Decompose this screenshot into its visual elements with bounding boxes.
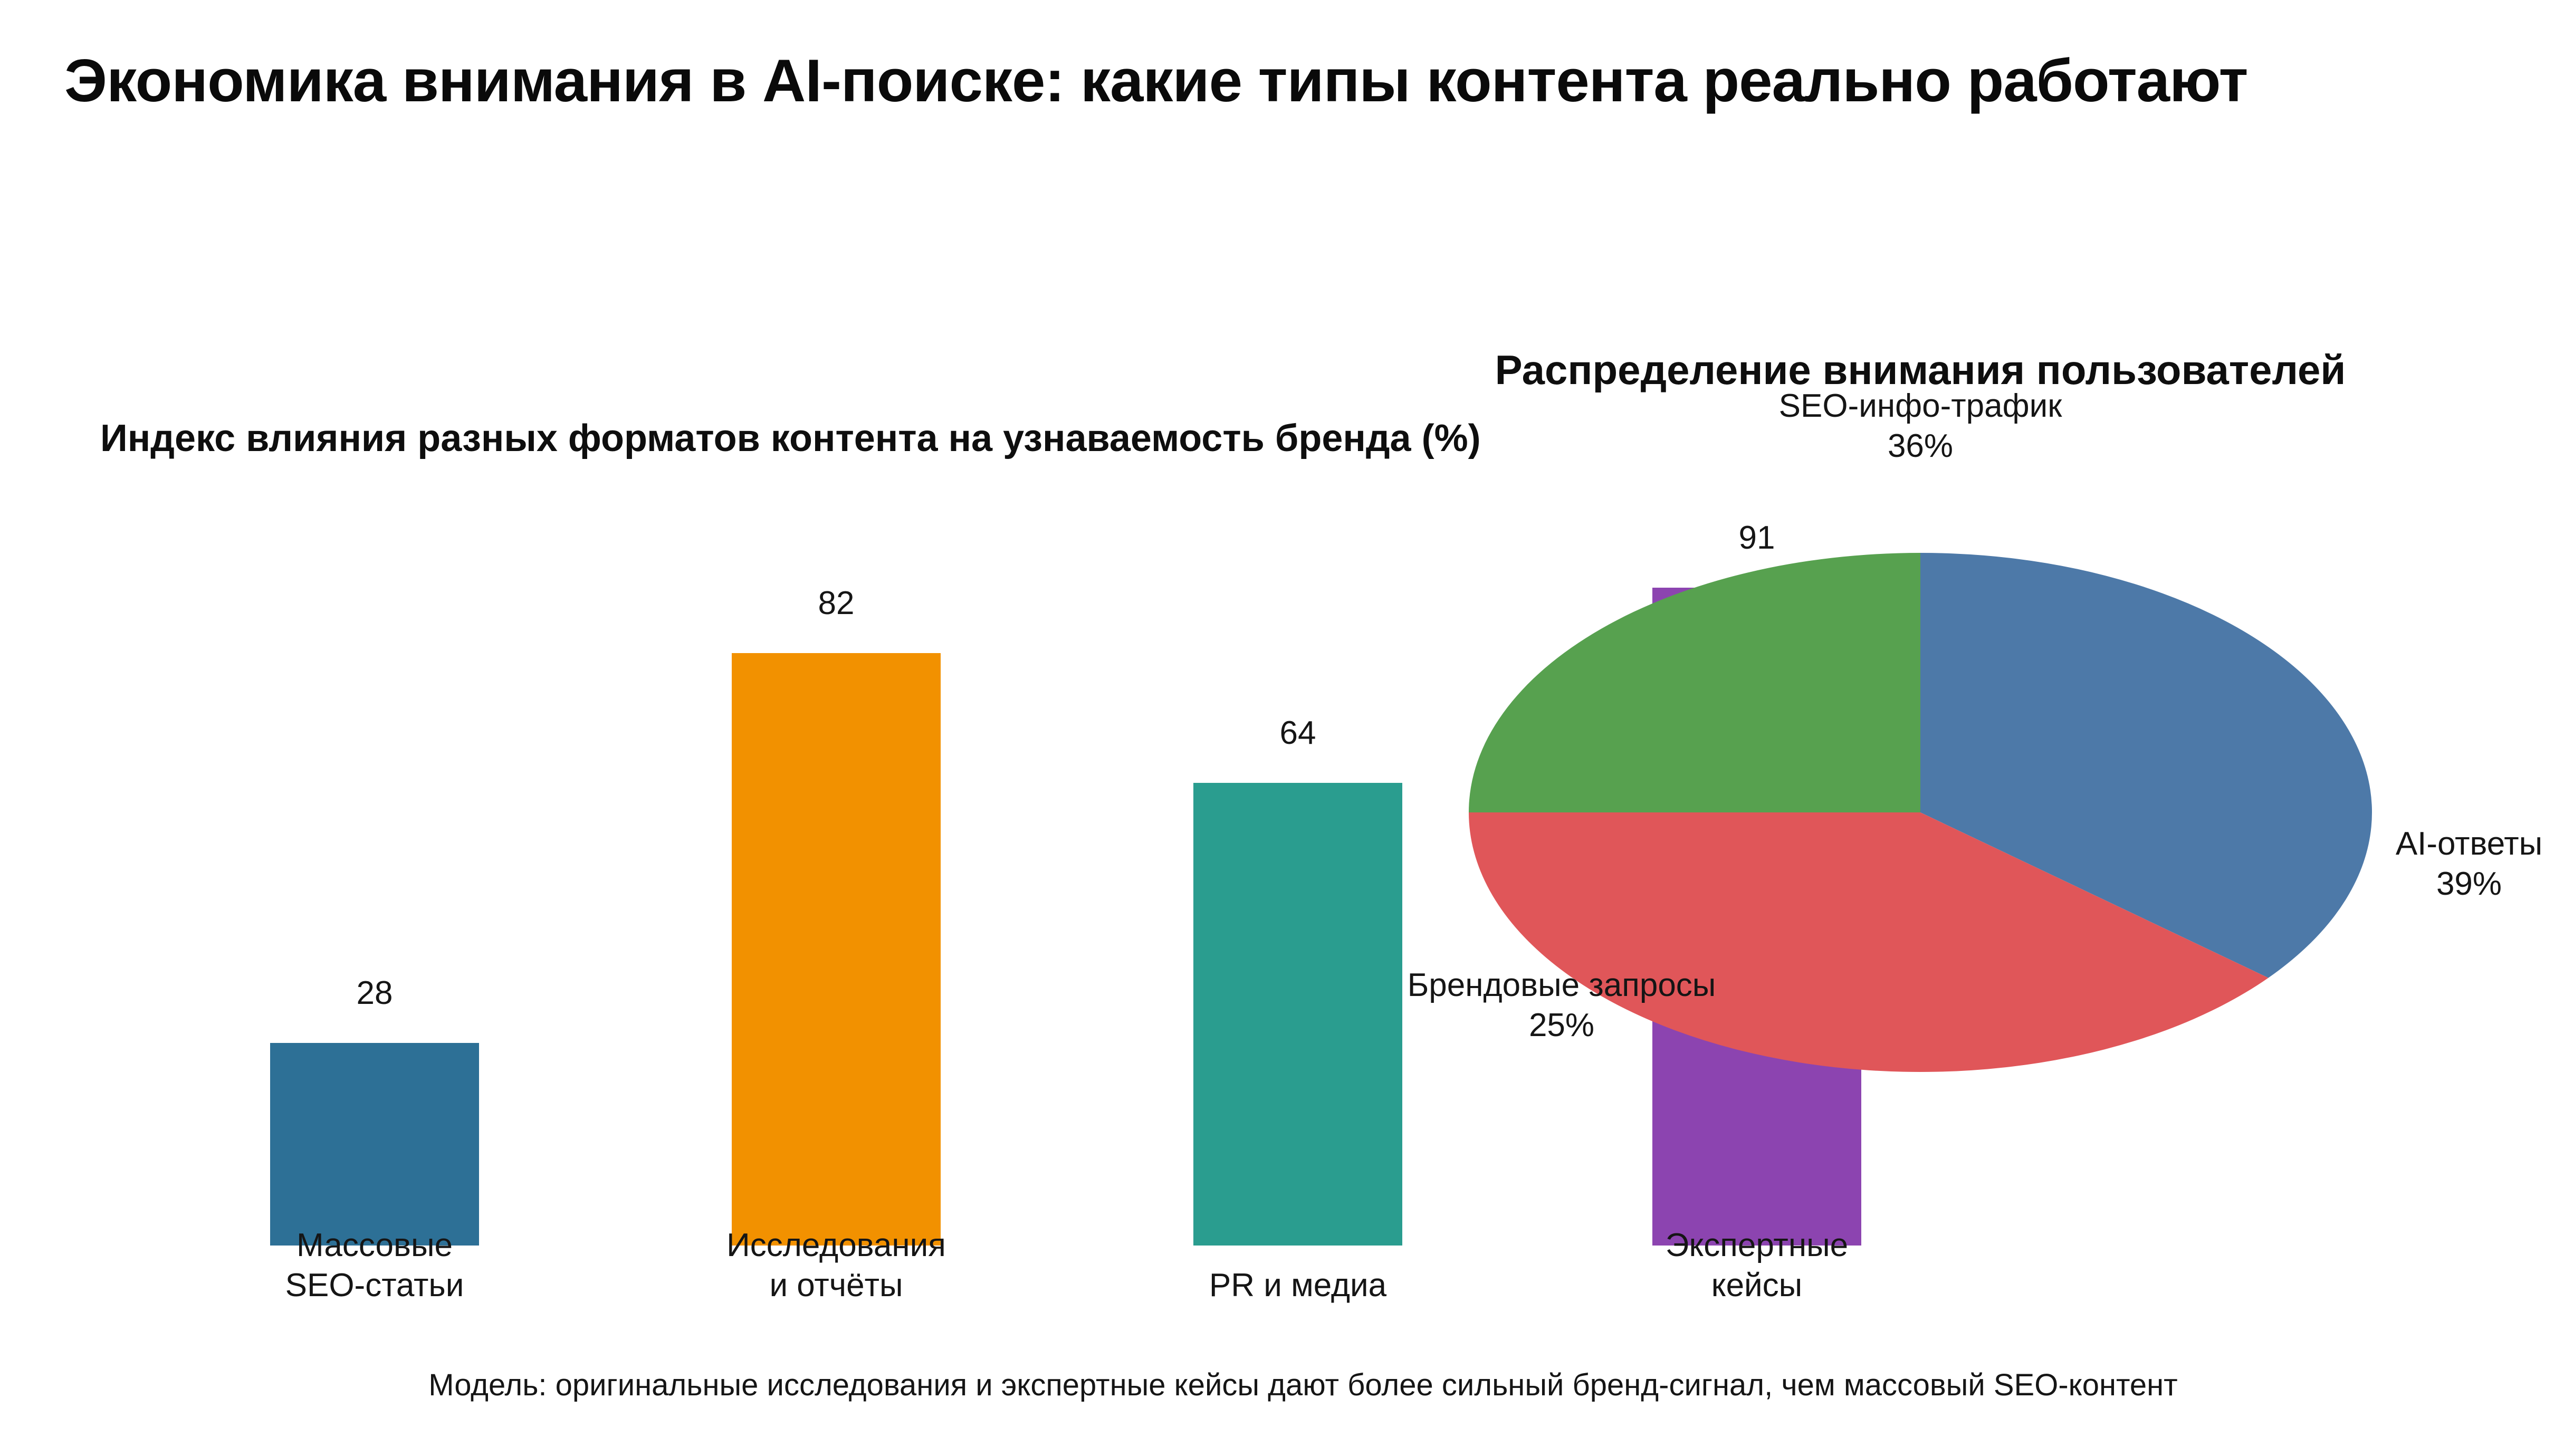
pie-slice-1 [1469, 812, 2269, 1072]
pie-slice-0 [1920, 553, 2372, 978]
pie-label-text: AI-ответы [2395, 826, 2543, 862]
pie-label-brand-queries: Брендовые запросы 25% [1266, 965, 1857, 1046]
page-title: Экономика внимания в AI-поиске: какие ти… [64, 47, 2248, 114]
bar-2 [1193, 783, 1402, 1246]
pie-label-pct: 25% [1528, 1007, 1595, 1043]
bar-category-label-3: Экспертные кейсы [1665, 1227, 1849, 1304]
pie-slice-2 [1469, 553, 1920, 812]
pie-label-pct: 39% [2436, 866, 2502, 902]
bar-value-label-1: 82 [818, 585, 855, 621]
bar-category-label-1: Исследования и отчёты [726, 1227, 946, 1304]
bar-value-label-2: 64 [1279, 715, 1316, 751]
bar-value-label-0: 28 [356, 975, 393, 1011]
bar-0 [270, 1043, 479, 1246]
pie-label-ai-answers: AI-ответы 39% [2258, 824, 2564, 904]
pie-chart-title: Распределение внимания пользователей [1495, 347, 2346, 393]
footnote: Модель: оригинальные исследования и эксп… [428, 1368, 2178, 1402]
bar-category-label-0: Массовые SEO-статьи [285, 1227, 464, 1304]
pie-label-seo-info-traffic: SEO-инфо-трафик 36% [1604, 386, 2237, 466]
pie-label-pct: 36% [1887, 428, 1954, 464]
bar-value-label-3: 91 [1738, 520, 1775, 556]
pie-label-text: SEO-инфо-трафик [1778, 388, 2062, 424]
pie-label-text: Брендовые запросы [1407, 967, 1716, 1003]
bar-category-label-2: PR и медиа [1209, 1267, 1387, 1304]
bar-chart-title: Индекс влияния разных форматов контента … [100, 417, 1481, 459]
bar-1 [732, 653, 941, 1246]
